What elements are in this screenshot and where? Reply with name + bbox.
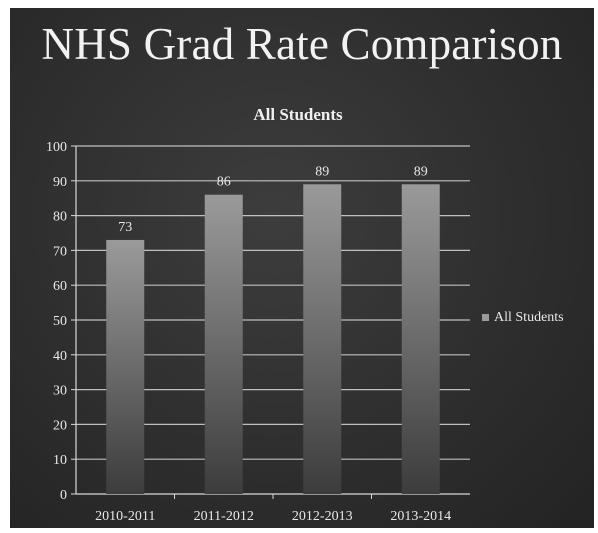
- y-tick-label: 100: [46, 140, 67, 155]
- data-label: 86: [217, 175, 231, 190]
- data-label: 89: [315, 164, 329, 179]
- y-tick-label: 70: [53, 244, 67, 259]
- chart-title: All Students: [253, 105, 343, 124]
- y-tick-label: 50: [53, 314, 67, 329]
- bar-chart: All Students 0 10 20 30 40 50 60 70 80 90 100 2010-…: [46, 105, 564, 524]
- data-label: 73: [118, 220, 132, 235]
- y-tick-label: 90: [53, 175, 67, 190]
- bar: [204, 194, 243, 494]
- x-tick-label: 2011-2012: [194, 509, 254, 524]
- legend-label: All Students: [494, 310, 564, 325]
- axes: 0 10 20 30 40 50 60 70 80 90 100 2010-2011 2011-2012…: [46, 140, 470, 524]
- y-tick-label: 80: [53, 210, 67, 225]
- x-tick-label: 2010-2011: [95, 509, 155, 524]
- bar: [106, 239, 145, 494]
- y-tick-label: 20: [53, 418, 67, 433]
- y-tick-label: 0: [60, 488, 67, 503]
- y-tick-label: 40: [53, 349, 67, 364]
- y-tick-label: 10: [53, 453, 67, 468]
- y-tick-label: 60: [53, 279, 67, 294]
- bars: [106, 184, 440, 494]
- legend-swatch: [482, 314, 489, 321]
- x-tick-label: 2012-2013: [292, 509, 353, 524]
- data-label: 89: [414, 164, 428, 179]
- y-tick-label: 30: [53, 384, 67, 399]
- bar: [303, 184, 342, 494]
- x-tick-label: 2013-2014: [390, 509, 451, 524]
- bar: [401, 184, 440, 494]
- page-title: NHS Grad Rate Comparison: [41, 19, 563, 69]
- slide-background: NHS Grad Rate Comparison All Students 0 1…: [10, 8, 594, 528]
- data-labels: 73 86 89 89: [118, 164, 428, 235]
- legend: All Students: [482, 310, 564, 325]
